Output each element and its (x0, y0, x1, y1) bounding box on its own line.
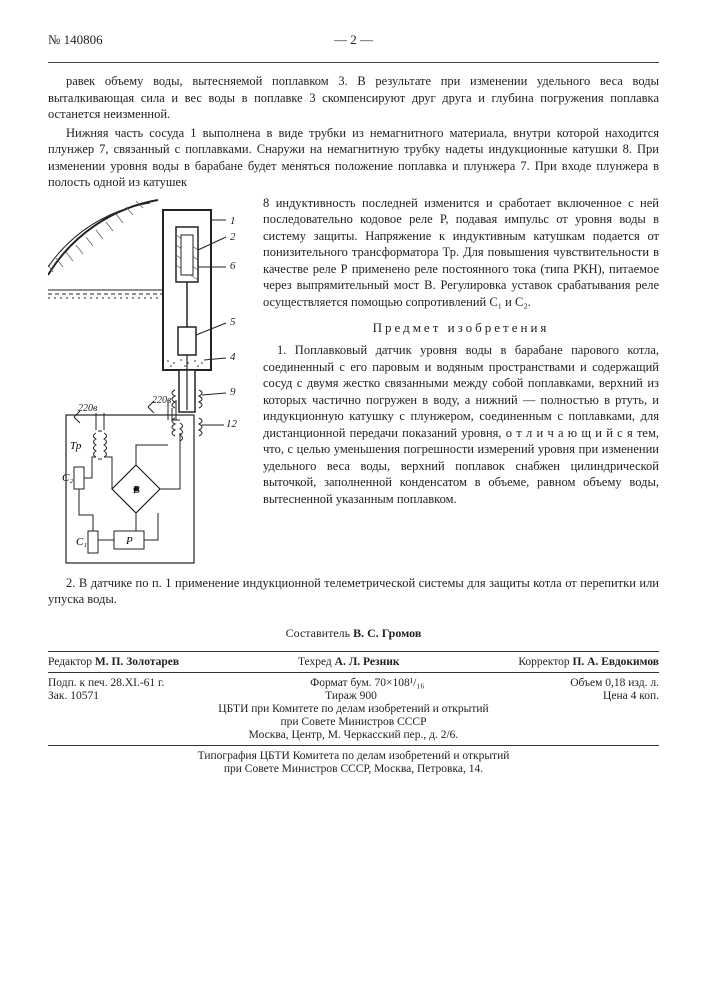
svg-text:6: 6 (230, 260, 236, 272)
tirazh: Тираж 900 (325, 690, 377, 702)
svg-text:4: 4 (230, 351, 236, 363)
rule-3 (48, 745, 659, 746)
svg-text:9: 9 (230, 386, 236, 398)
float-cavity (181, 235, 193, 275)
svg-text:1: 1 (230, 215, 236, 227)
tech-editor: Техред А. Л. Резник (298, 656, 400, 668)
claim-2: 2. В датчике по п. 1 применение индукцио… (48, 575, 659, 608)
svg-text:2: 2 (230, 231, 236, 243)
header-rule (48, 62, 659, 63)
svg-text:220в: 220в (78, 403, 98, 414)
float-lower (178, 327, 196, 355)
paragraph-1: равек объему воды, вытесняемой поплавком… (48, 73, 659, 123)
rule-1 (48, 651, 659, 652)
author-line: Составитель В. С. Громов (48, 626, 659, 641)
page: № 140806 . — 2 — равек объему воды, выте… (0, 0, 707, 1000)
sign-date: Подп. к печ. 28.XI.-61 г. (48, 677, 164, 689)
org-line-3: Москва, Центр, М. Черкасский пер., д. 2/… (48, 729, 659, 741)
order: Зак. 10571 (48, 690, 99, 702)
org-line-2: при Совете Министров СССР (48, 716, 659, 728)
boiler-arc-inner (48, 203, 150, 267)
paragraph-3: 8 индуктивность последней изменится и ср… (263, 195, 659, 311)
label-B: В (133, 484, 140, 496)
corrector: Корректор П. А. Евдокимов (518, 656, 659, 668)
page-number: — 2 — (0, 32, 707, 48)
transformer (94, 431, 107, 459)
author-name: В. С. Громов (353, 626, 421, 640)
claims-title: Предмет изобретения (263, 320, 659, 336)
author-label: Составитель (286, 626, 350, 640)
C2-box (74, 467, 84, 489)
boiler-hatch (48, 201, 143, 272)
credits-row: Редактор М. П. Золотарев Техред А. Л. Ре… (48, 656, 659, 668)
figure-svg: 1 2 6 5 4 9 12 220в 220в (48, 195, 253, 575)
text-column: 8 индуктивность последней изменится и ср… (263, 195, 659, 575)
rule-2 (48, 672, 659, 673)
svg-text:12: 12 (226, 418, 238, 430)
svg-text:5: 5 (230, 316, 236, 328)
paragraph-2: Нижняя часть сосуда 1 выполнена в виде т… (48, 125, 659, 191)
price: Цена 4 коп. (603, 690, 659, 702)
label-Tp: Тр (70, 440, 82, 452)
water-level (48, 290, 164, 298)
editor: Редактор М. П. Золотарев (48, 656, 179, 668)
figure-column: 1 2 6 5 4 9 12 220в 220в (48, 195, 253, 575)
label-C1: C₁ (76, 536, 87, 548)
label-P: Р (125, 535, 133, 547)
svg-text:220в: 220в (152, 395, 172, 406)
format: Формат бум. 70×108¹/₁₆ (310, 677, 424, 689)
boiler-arc-outer (48, 200, 158, 275)
imprint-row-2: Зак. 10571 Тираж 900 Цена 4 коп. (48, 690, 659, 702)
volume: Объем 0,18 изд. л. (570, 677, 659, 689)
C1-box (88, 531, 98, 553)
org-line-1: ЦБТИ при Комитете по делам изобретений и… (48, 703, 659, 715)
label-C2: C₂ (62, 472, 73, 484)
voltage-labels: 220в 220в (74, 395, 176, 430)
typo-line-1: Типография ЦБТИ Комитета по делам изобре… (48, 750, 659, 762)
claim-1: 1. Поплавковый датчик уровня воды в бара… (263, 342, 659, 507)
figure-and-text: 1 2 6 5 4 9 12 220в 220в (48, 195, 659, 575)
imprint-row-1: Подп. к печ. 28.XI.-61 г. Формат бум. 70… (48, 677, 659, 689)
typo-line-2: при Совете Министров СССР, Москва, Петро… (48, 763, 659, 775)
